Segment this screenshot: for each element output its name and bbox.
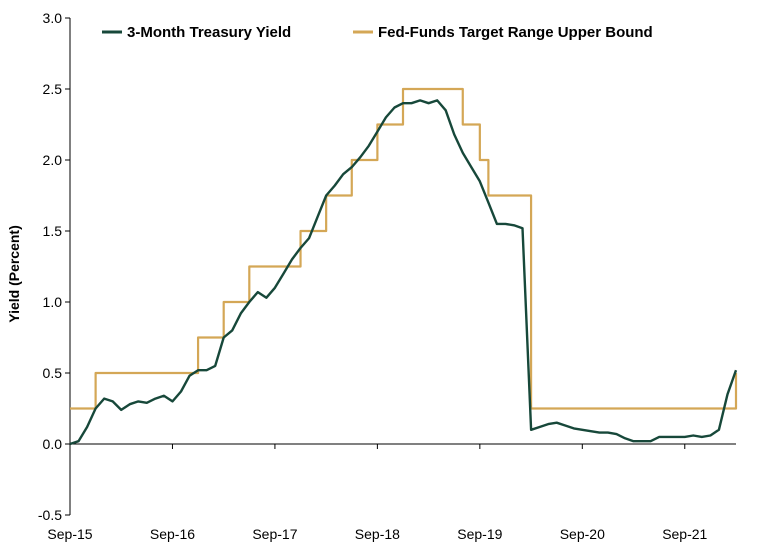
x-tick-label: Sep-21 bbox=[662, 526, 707, 542]
y-axis-title: Yield (Percent) bbox=[6, 225, 22, 323]
x-tick-label: Sep-15 bbox=[47, 526, 92, 542]
x-tick-label: Sep-18 bbox=[355, 526, 400, 542]
y-tick-label: -0.5 bbox=[38, 507, 62, 523]
y-tick-label: 2.0 bbox=[43, 152, 63, 168]
y-tick-label: 0.5 bbox=[43, 365, 63, 381]
y-axis: -0.5 0.0 0.5 1.0 1.5 2.0 2.5 3.0 bbox=[38, 10, 71, 523]
x-axis: Sep-15 Sep-16 Sep-17 Sep-18 Sep-19 Sep-20 Sep-… bbox=[47, 443, 736, 542]
series-line-1 bbox=[70, 87, 738, 410]
legend: 3-Month Treasury Yield Fed-Funds Target R… bbox=[102, 24, 653, 41]
x-tick-label: Sep-19 bbox=[457, 526, 502, 542]
x-tick-label: Sep-20 bbox=[560, 526, 605, 542]
y-tick-label: 1.5 bbox=[43, 223, 63, 239]
y-tick-label: 3.0 bbox=[43, 10, 63, 26]
series-line-0 bbox=[69, 99, 738, 446]
y-tick-label: 0.0 bbox=[43, 436, 63, 452]
x-tick-label: Sep-16 bbox=[150, 526, 195, 542]
y-tick-label: 2.5 bbox=[43, 81, 63, 97]
legend-label-0: 3-Month Treasury Yield bbox=[127, 24, 291, 41]
legend-label-1: Fed-Funds Target Range Upper Bound bbox=[378, 24, 653, 41]
series-layer bbox=[69, 87, 738, 446]
x-tick-label: Sep-17 bbox=[252, 526, 297, 542]
y-tick-label: 1.0 bbox=[43, 294, 63, 310]
